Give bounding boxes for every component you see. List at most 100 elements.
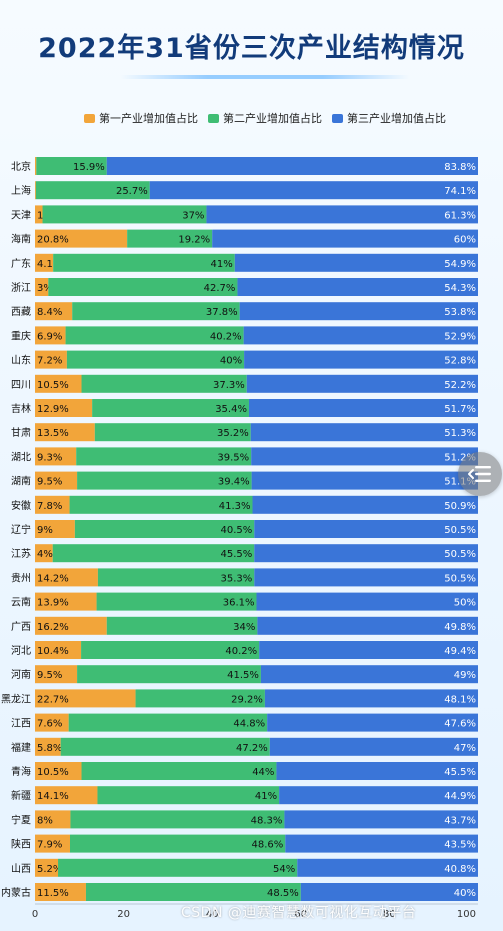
list-menu-button[interactable]	[458, 452, 502, 496]
bar-segment-primary	[35, 350, 67, 369]
bar-data-label-secondary: 37.3%	[213, 380, 245, 391]
bar-segment-primary	[35, 471, 78, 490]
bar-segment-primary	[35, 157, 37, 175]
category-label: 黑龙江	[1, 692, 31, 705]
bar-data-label-tertiary: 50.5%	[444, 549, 476, 560]
bar-data-label-secondary: 35.4%	[215, 404, 247, 415]
chart-title: 2022年31省份三次产业结构情况	[38, 33, 465, 64]
bar-data-label-secondary: 48.3%	[251, 815, 283, 826]
bar-segment-secondary	[35, 181, 150, 200]
bar-segment-secondary	[97, 786, 280, 805]
bar-data-label-primary: 9.3%	[37, 452, 62, 463]
bar-data-label-primary: 9.5%	[37, 477, 62, 488]
category-label: 辽宁	[11, 523, 31, 536]
bar-segment-tertiary	[269, 737, 478, 756]
bar-segment-primary	[35, 520, 75, 538]
bar-data-label-tertiary: 50%	[454, 598, 476, 609]
category-label: 山东	[11, 354, 31, 367]
bar-data-label-primary: 5.2%	[37, 864, 62, 875]
bar-data-label-tertiary: 49.8%	[444, 622, 476, 633]
bar-data-label-secondary: 47.2%	[236, 743, 268, 754]
category-label: 云南	[11, 596, 31, 609]
bar-segment-primary	[35, 713, 69, 732]
bar-segment-secondary	[70, 810, 285, 829]
bar-data-label-primary: 7.8%	[37, 501, 62, 512]
bar-data-label-secondary: 41%	[255, 791, 277, 802]
bar-data-label-secondary: 40.2%	[210, 331, 242, 342]
bar-segment-tertiary	[257, 616, 478, 635]
bar-data-label-tertiary: 52.2%	[444, 380, 476, 391]
legend-swatch-tertiary	[332, 113, 343, 123]
bar-segment-tertiary	[250, 423, 478, 442]
bar-segment-secondary	[69, 495, 253, 514]
bar-data-label-primary: 7.9%	[37, 840, 62, 851]
list-menu-icon	[468, 466, 491, 482]
bar-data-label-primary: 4%	[37, 549, 53, 560]
bar-segment-tertiary	[264, 689, 478, 708]
bar-data-label-secondary: 37.8%	[206, 307, 238, 318]
bar-segment-secondary	[81, 641, 260, 659]
bar-segment-tertiary	[106, 157, 479, 175]
bar-data-label-secondary: 35.3%	[221, 573, 253, 584]
bar-data-label-primary: 10.5%	[37, 767, 69, 778]
bar-segment-secondary	[52, 544, 255, 563]
bar-data-label-primary: 7.2%	[37, 356, 62, 367]
category-label: 宁夏	[11, 813, 31, 826]
bar-segment-primary	[35, 399, 93, 417]
category-label: 广西	[11, 621, 31, 633]
bar-segment-secondary	[65, 326, 244, 345]
bar-data-label-tertiary: 83.8%	[444, 162, 476, 173]
category-label: 贵州	[11, 571, 31, 584]
bar-segment-secondary	[94, 423, 251, 442]
category-label: 西藏	[11, 306, 31, 318]
bar-segment-tertiary	[260, 665, 478, 684]
x-tick-label: 40	[206, 909, 219, 920]
bar-data-label-secondary: 45.5%	[221, 549, 253, 560]
bar-segment-primary	[35, 592, 97, 611]
bar-segment-primary	[35, 834, 70, 853]
bar-segment-secondary	[69, 834, 286, 853]
bar-segment-tertiary	[254, 568, 478, 587]
category-label: 青海	[11, 765, 31, 778]
bar-data-label-primary: 8.4%	[37, 307, 62, 318]
bar-segment-tertiary	[239, 302, 478, 321]
bar-segment-tertiary	[254, 520, 478, 538]
title-underline-decoration	[120, 75, 410, 79]
bar-data-label-secondary: 41%	[211, 259, 233, 270]
bar-segment-secondary	[81, 374, 247, 393]
bar-segment-tertiary	[279, 786, 478, 805]
bar-data-label-tertiary: 47.6%	[444, 719, 476, 730]
bar-segment-secondary	[66, 350, 245, 369]
bar-segment-tertiary	[267, 713, 478, 732]
bar-segment-primary	[35, 278, 49, 296]
category-label: 吉林	[11, 402, 31, 415]
bar-segment-tertiary	[251, 471, 478, 490]
bar-data-label-secondary: 36.1%	[223, 598, 255, 609]
legend-swatch-secondary	[208, 113, 219, 123]
bar-data-label-secondary: 40.2%	[225, 646, 257, 657]
bar-data-label-tertiary: 51.2%	[444, 452, 476, 463]
category-label: 福建	[11, 741, 31, 754]
bar-segment-primary	[35, 883, 86, 901]
bar-segment-tertiary	[259, 641, 478, 659]
bar-data-label-primary: 9%	[37, 525, 53, 536]
category-label: 湖南	[11, 475, 31, 488]
bar-segment-primary	[35, 447, 77, 466]
category-label: 河南	[11, 668, 31, 681]
bar-segment-secondary	[48, 278, 238, 296]
bar-data-label-primary: 8%	[37, 815, 53, 826]
bar-segment-tertiary	[149, 181, 478, 200]
bar-data-label-tertiary: 54.9%	[444, 259, 476, 270]
bar-segment-secondary	[96, 592, 257, 611]
bar-data-label-tertiary: 52.9%	[444, 331, 476, 342]
bar-data-label-tertiary: 61.3%	[444, 210, 476, 221]
bar-segment-primary	[35, 858, 59, 877]
bar-segment-secondary	[85, 883, 301, 901]
bar-segment-tertiary	[234, 253, 478, 272]
bar-data-label-tertiary: 51.3%	[444, 428, 476, 439]
bar-data-label-tertiary: 43.5%	[444, 840, 476, 851]
bar-segment-secondary	[135, 689, 265, 708]
bar-data-label-secondary: 39.4%	[218, 477, 250, 488]
x-tick-label: 20	[117, 909, 130, 920]
legend-label-primary: 第一产业增加值占比	[99, 112, 198, 125]
